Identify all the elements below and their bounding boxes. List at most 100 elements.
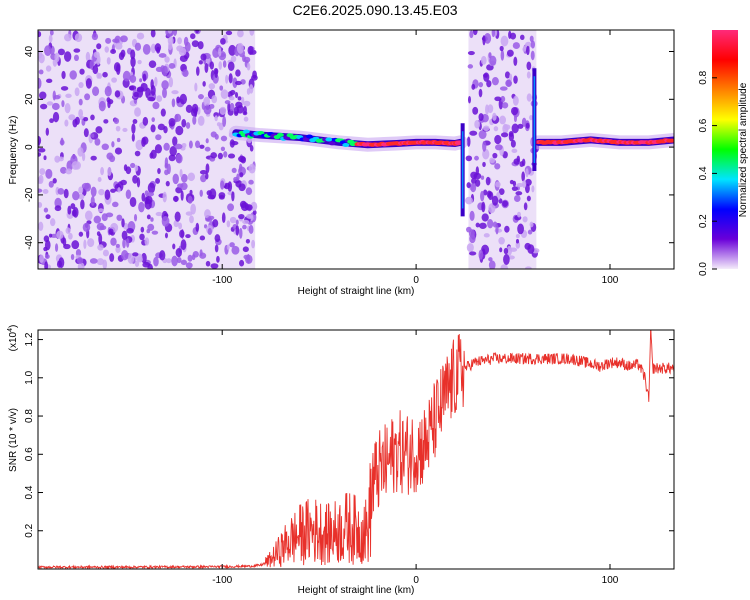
noise-blob: [136, 177, 141, 188]
colorbar-tick-label: 0.8: [698, 70, 709, 84]
noise-blob: [78, 98, 83, 106]
noise-blob: [172, 243, 176, 250]
noise-blob: [472, 30, 478, 36]
y-tick-label: 0.6: [24, 447, 35, 461]
noise-blob: [503, 124, 511, 131]
noise-blob: [72, 191, 80, 201]
noise-blob: [181, 173, 188, 183]
noise-blob: [478, 81, 484, 88]
noise-blob: [246, 88, 251, 95]
noise-blob: [172, 173, 179, 185]
noise-blob: [245, 239, 251, 244]
noise-blob: [187, 254, 193, 262]
noise-blob: [229, 242, 235, 248]
colorbar-tick-label: 0.2: [698, 214, 709, 228]
noise-blob: [93, 215, 102, 224]
noise-blob: [129, 85, 135, 91]
noise-blob: [102, 249, 109, 257]
noise-blob: [162, 191, 167, 203]
noise-blob: [500, 95, 506, 103]
noise-blob: [102, 259, 108, 269]
noise-blob: [144, 198, 152, 210]
noise-blob: [249, 30, 255, 36]
noise-blob: [466, 226, 472, 233]
noise-blob: [464, 196, 473, 205]
noise-blob: [209, 61, 215, 70]
noise-blob: [96, 258, 105, 266]
noise-blob: [93, 51, 100, 58]
noise-blob: [511, 123, 519, 134]
noise-blob: [165, 180, 170, 187]
noise-blob: [115, 125, 121, 132]
noise-blob: [129, 196, 137, 208]
noise-blob: [106, 152, 114, 160]
noise-blob: [203, 96, 211, 107]
noise-blob: [199, 249, 203, 257]
noise-blob: [159, 250, 166, 261]
noise-blob: [52, 178, 57, 184]
noise-blob: [486, 80, 492, 88]
noise-blob: [195, 222, 200, 233]
noise-blob: [197, 115, 205, 126]
noise-blob: [246, 213, 254, 219]
noise-blob: [487, 218, 494, 229]
noise-blob: [517, 123, 524, 129]
noise-blob: [54, 155, 61, 163]
noise-blob: [487, 104, 494, 114]
noise-blob: [103, 119, 109, 124]
noise-blob: [529, 221, 534, 228]
noise-blob: [200, 53, 207, 61]
noise-blob: [190, 108, 198, 117]
noise-blob: [503, 253, 510, 265]
noise-blob: [85, 51, 91, 62]
noise-blob: [506, 245, 513, 256]
noise-blob: [152, 101, 160, 110]
y-tick-label: -20: [24, 187, 35, 202]
noise-blob: [60, 137, 64, 146]
noise-blob: [142, 43, 151, 55]
noise-blob: [92, 86, 100, 97]
noise-blob: [130, 56, 136, 68]
noise-blob: [174, 143, 183, 150]
noise-blob: [478, 222, 487, 229]
noise-blob: [136, 32, 145, 40]
noise-blob: [126, 227, 134, 234]
y-tick-label: 1.0: [24, 370, 35, 384]
noise-blob: [249, 145, 254, 152]
noise-blob: [513, 75, 518, 84]
noise-blob: [139, 78, 143, 83]
noise-blob: [79, 68, 85, 75]
noise-blob: [147, 223, 155, 231]
noise-blob: [210, 263, 219, 269]
noise-blob: [162, 65, 168, 77]
noise-blob: [99, 225, 107, 231]
noise-blob: [85, 78, 92, 89]
noise-blob: [219, 106, 227, 115]
noise-blob: [122, 127, 128, 133]
noise-blob: [226, 244, 230, 250]
noise-blob: [78, 81, 84, 89]
colorbar-tick-label: 0.0: [698, 262, 709, 276]
noise-blob: [530, 40, 536, 49]
noise-blob: [134, 42, 142, 51]
noise-blob: [529, 35, 534, 43]
noise-blob: [183, 36, 189, 46]
noise-blob: [214, 133, 219, 140]
noise-blob: [480, 55, 487, 65]
noise-blob: [154, 76, 158, 87]
noise-blob: [61, 100, 65, 108]
noise-blob: [116, 137, 121, 143]
noise-blob: [102, 71, 108, 78]
noise-blob: [510, 139, 516, 148]
noise-blob: [131, 133, 135, 142]
colorbar-tick-label: 0.6: [698, 118, 709, 132]
noise-blob: [182, 69, 189, 77]
noise-blob: [164, 56, 170, 63]
noise-blob: [218, 61, 222, 70]
signal-blob: [342, 142, 350, 147]
noise-blob: [501, 102, 509, 109]
noise-blob: [78, 193, 85, 200]
noise-blob: [203, 105, 212, 115]
noise-blob: [132, 175, 138, 184]
